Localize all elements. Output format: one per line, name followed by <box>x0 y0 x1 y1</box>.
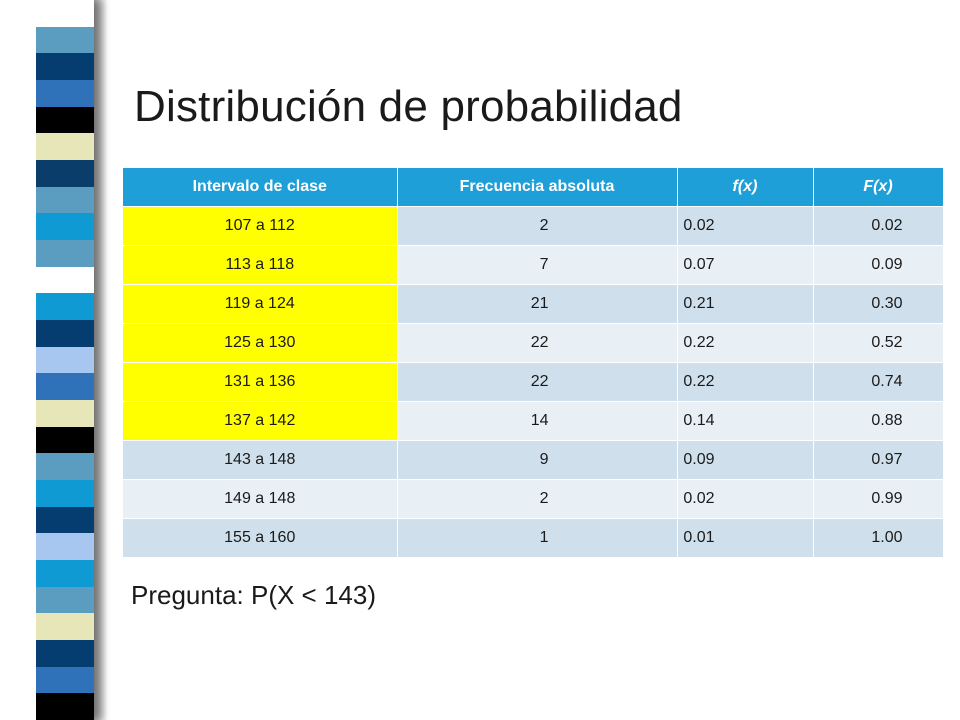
cell-frequency: 22 <box>397 362 678 402</box>
cell-fx: 0.09 <box>677 440 814 480</box>
cell-cumulative-fx: 0.09 <box>813 245 944 285</box>
stripe-segment <box>36 346 94 374</box>
cell-frequency: 1 <box>397 518 678 557</box>
cell-fx: 0.14 <box>677 401 814 441</box>
stripe-segment <box>36 320 94 348</box>
stripe-segment <box>36 293 94 321</box>
cell-interval: 137 a 142 <box>123 401 398 441</box>
cell-cumulative-fx: 0.74 <box>813 362 944 402</box>
cell-cumulative-fx: 1.00 <box>813 518 944 557</box>
cell-frequency: 14 <box>397 401 678 441</box>
cell-interval: 143 a 148 <box>123 440 398 480</box>
cell-fx: 0.21 <box>677 284 814 324</box>
cell-cumulative-fx: 0.97 <box>813 440 944 480</box>
stripe-segment <box>36 666 94 694</box>
cell-fx: 0.22 <box>677 323 814 363</box>
cell-cumulative-fx: 0.02 <box>813 206 944 246</box>
question-text: Pregunta: P(X < 143) <box>131 580 376 610</box>
stripe-segment <box>36 586 94 614</box>
cell-frequency: 7 <box>397 245 678 285</box>
stripe-segment <box>36 26 94 54</box>
stripe-bar-shadow <box>94 0 108 720</box>
cell-interval: 149 a 148 <box>123 479 398 519</box>
cell-frequency: 2 <box>397 479 678 519</box>
table-row: 137 a 142 14 0.14 0.88 <box>123 401 944 441</box>
header-cumulative-fx: F(x) <box>813 168 944 207</box>
stripe-segment <box>36 693 94 720</box>
cell-cumulative-fx: 0.99 <box>813 479 944 519</box>
cell-fx: 0.02 <box>677 479 814 519</box>
stripe-segment <box>36 373 94 401</box>
cell-interval: 113 a 118 <box>123 245 398 285</box>
table-row: 113 a 118 7 0.07 0.09 <box>123 245 944 285</box>
frequency-table: Intervalo de clase Frecuencia absoluta f… <box>123 168 944 557</box>
stripe-segment <box>36 426 94 454</box>
decorative-stripe-bar <box>36 0 94 720</box>
table-row: 149 a 148 2 0.02 0.99 <box>123 479 944 519</box>
cell-frequency: 21 <box>397 284 678 324</box>
stripe-segment <box>36 133 94 161</box>
cell-fx: 0.22 <box>677 362 814 402</box>
cell-frequency: 2 <box>397 206 678 246</box>
table-row: 119 a 124 21 0.21 0.30 <box>123 284 944 324</box>
stripe-segment <box>36 53 94 81</box>
stripe-segment <box>36 453 94 481</box>
cell-interval: 155 a 160 <box>123 518 398 557</box>
stripe-segment <box>36 480 94 508</box>
stripe-segment <box>36 0 94 28</box>
table-row: 131 a 136 22 0.22 0.74 <box>123 362 944 402</box>
table-row: 107 a 112 2 0.02 0.02 <box>123 206 944 246</box>
stripe-segment <box>36 533 94 561</box>
stripe-segment <box>36 240 94 268</box>
table-row: 125 a 130 22 0.22 0.52 <box>123 323 944 363</box>
cell-fx: 0.02 <box>677 206 814 246</box>
stripe-segment <box>36 613 94 641</box>
stripe-segment <box>36 186 94 214</box>
stripe-segment <box>36 400 94 428</box>
cell-cumulative-fx: 0.88 <box>813 401 944 441</box>
stripe-segment <box>36 640 94 668</box>
cell-frequency: 9 <box>397 440 678 480</box>
stripe-segment <box>36 160 94 188</box>
table-header-row: Intervalo de clase Frecuencia absoluta f… <box>123 168 944 207</box>
cell-cumulative-fx: 0.30 <box>813 284 944 324</box>
cell-fx: 0.07 <box>677 245 814 285</box>
stripe-segment <box>36 506 94 534</box>
slide-title: Distribución de probabilidad <box>134 82 683 131</box>
stripe-segment <box>36 106 94 134</box>
stripe-segment <box>36 560 94 588</box>
stripe-segment <box>36 213 94 241</box>
cell-fx: 0.01 <box>677 518 814 557</box>
stripe-segment <box>36 80 94 108</box>
cell-interval: 125 a 130 <box>123 323 398 363</box>
cell-interval: 107 a 112 <box>123 206 398 246</box>
header-fx: f(x) <box>677 168 814 207</box>
table-row: 143 a 148 9 0.09 0.97 <box>123 440 944 480</box>
cell-interval: 119 a 124 <box>123 284 398 324</box>
header-frequency: Frecuencia absoluta <box>397 168 678 207</box>
stripe-segment <box>36 266 94 294</box>
cell-frequency: 22 <box>397 323 678 363</box>
cell-cumulative-fx: 0.52 <box>813 323 944 363</box>
header-interval: Intervalo de clase <box>123 168 398 207</box>
cell-interval: 131 a 136 <box>123 362 398 402</box>
table-row: 155 a 160 1 0.01 1.00 <box>123 518 944 557</box>
